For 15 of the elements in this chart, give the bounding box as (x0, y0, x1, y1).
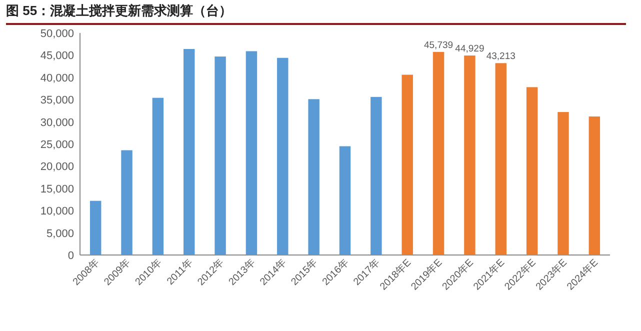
data-label: 43,213 (486, 51, 516, 62)
y-tick-label: 50,000 (40, 28, 74, 40)
y-tick-label: 40,000 (40, 72, 74, 84)
y-tick-label: 35,000 (40, 94, 74, 107)
y-tick-label: 0 (68, 250, 74, 262)
data-label: 45,739 (424, 40, 454, 51)
y-tick-label: 10,000 (40, 206, 74, 218)
y-tick-label: 45,000 (40, 50, 74, 62)
data-label: 44,929 (455, 44, 484, 55)
y-tick-label: 30,000 (40, 116, 74, 129)
chart-title: 图 55：混凝土搅拌更新需求测算（台） (6, 2, 626, 25)
y-tick-label: 15,000 (40, 183, 74, 196)
y-tick-label: 25,000 (40, 139, 74, 151)
y-tick-label: 20,000 (40, 161, 74, 174)
y-tick-label: 5,000 (46, 228, 74, 240)
